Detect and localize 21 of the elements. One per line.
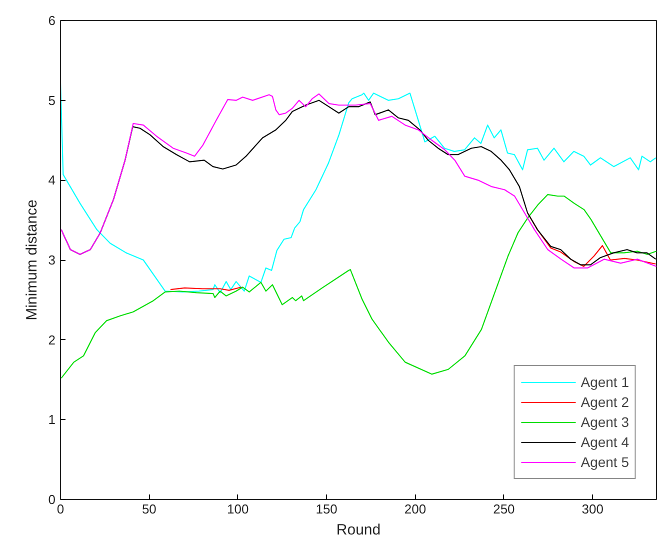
x-tick-label: 100 <box>227 502 249 516</box>
y-axis-title: Minimum distance <box>23 200 40 320</box>
legend-label: Agent 3 <box>580 414 629 430</box>
y-tick-label: 1 <box>48 412 56 428</box>
legend-label: Agent 1 <box>580 374 629 390</box>
x-tick-label: 250 <box>493 502 515 516</box>
y-tick-label: 2 <box>48 332 56 348</box>
y-tick-label: 3 <box>48 252 56 268</box>
legend-label: Agent 2 <box>580 394 629 410</box>
x-tick-label: 50 <box>142 502 156 516</box>
x-axis-title: Round <box>336 522 381 538</box>
y-tick-label: 5 <box>48 92 56 108</box>
line-series <box>60 194 656 379</box>
y-tick-label: 4 <box>48 172 56 188</box>
x-tick-label: 300 <box>582 502 604 516</box>
legend-label: Agent 4 <box>580 434 629 450</box>
x-tick-label: 200 <box>404 502 426 516</box>
y-tick-label: 0 <box>48 492 56 507</box>
y-tick-label: 6 <box>48 13 56 28</box>
x-tick-label: 150 <box>316 502 338 516</box>
legend-label: Agent 5 <box>580 454 629 470</box>
